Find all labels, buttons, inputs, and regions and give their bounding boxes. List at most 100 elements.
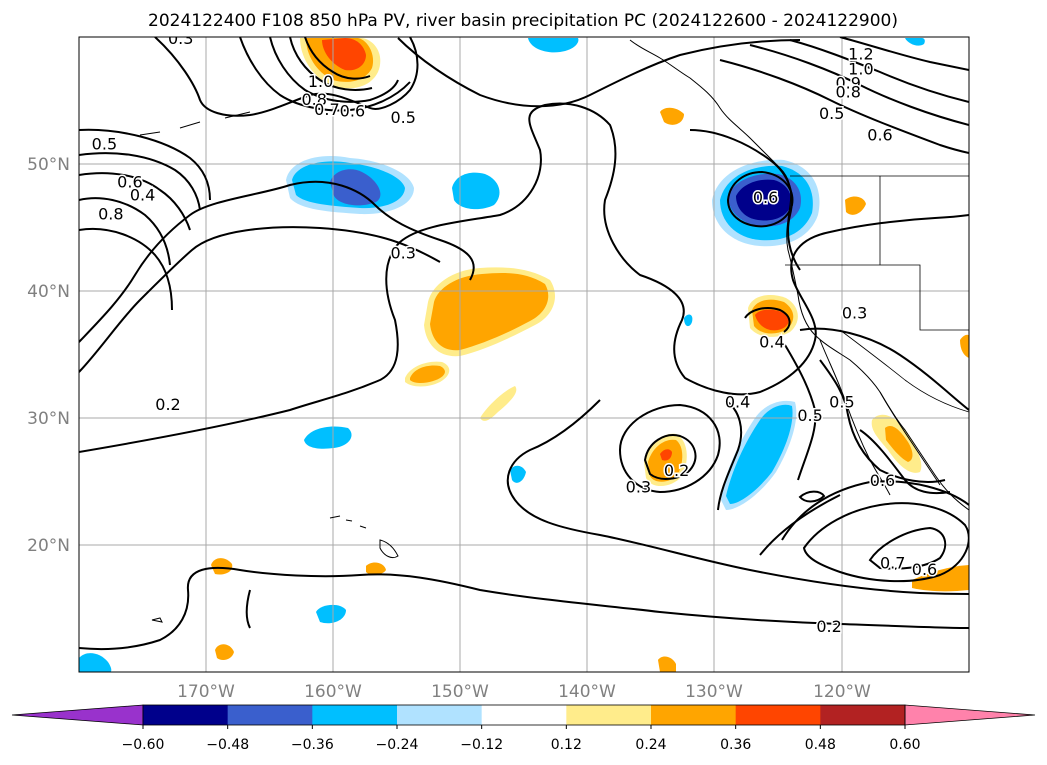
colorbar-segment: [566, 705, 652, 725]
colorbar-tick-label: −0.36: [291, 737, 334, 753]
contour-label: 1.0: [308, 72, 333, 91]
contour-label: 1.0: [848, 60, 873, 79]
contour-0.3-main: [79, 102, 969, 453]
contour-label: 0.5: [390, 108, 415, 127]
colorbar-segment: [312, 705, 398, 725]
contour-0.3-south: [506, 399, 969, 595]
contour-label: 0.5: [92, 135, 117, 154]
graticule: [79, 37, 969, 672]
contour-0.6-southeast: [802, 502, 969, 583]
small-island: [151, 617, 163, 623]
colorbar-frame: [142, 704, 906, 726]
shade-positive-east-edge: [960, 334, 969, 358]
contour-0.2-closed: [643, 434, 697, 480]
contour-0.8-west: [79, 152, 201, 211]
shade-negative-tiny: [510, 465, 526, 483]
us-state-borders: [785, 264, 969, 331]
coastlines: [139, 39, 969, 623]
shade-positive-southwest-small: [215, 644, 234, 660]
contour-label: 0.3: [842, 303, 867, 322]
lon-label-140w: 140°W: [558, 682, 616, 702]
lon-label-170w: 170°W: [177, 682, 235, 702]
shade-negative-band: [726, 404, 793, 504]
contour-label: 0.3: [626, 477, 651, 496]
contour-0.6-east: [719, 59, 969, 154]
colorbar-segment: [820, 705, 906, 725]
contour-0.8-east: [749, 44, 969, 126]
contour-label: 0.5: [819, 104, 844, 123]
contour-label: 0.8: [835, 82, 860, 101]
contour-0.3-north: [79, 180, 475, 343]
map-title: 2024122400 F108 850 hPa PV, river basin …: [148, 11, 898, 31]
lat-label-40n: 40°N: [27, 282, 70, 302]
us-mexico-border: [839, 329, 969, 413]
contour-label: 0.3: [390, 244, 415, 263]
map-panel: [79, 37, 969, 672]
contour-0.5-coast: [689, 129, 801, 271]
contour-0.4-california: [744, 307, 791, 333]
shade-positive-bottom: [658, 656, 676, 672]
colorbar-tick-label: 0.48: [805, 737, 836, 753]
shade-negative-corner: [79, 653, 112, 672]
lat-label-30n: 30°N: [27, 409, 70, 429]
shade-positive-hawaii-small: [366, 562, 386, 575]
contour-label: 0.8: [301, 90, 326, 109]
shade-positive-california-core: [755, 309, 789, 331]
hawaiian-islands: [329, 515, 399, 559]
gulf-of-california-coast: [879, 391, 941, 486]
contour-label: 0.6: [912, 560, 937, 579]
colorbar: −0.60 −0.48 −0.36 −0.24 −0.12 0.12 0.24 0.36 0.4…: [11, 704, 1036, 753]
contour-label: 0.6: [340, 101, 365, 120]
contour-0.4-offshore: [717, 399, 743, 511]
contour-label: 0.4: [759, 333, 784, 352]
colorbar-segment: [397, 705, 483, 725]
contour-0.4-southeast: [759, 494, 841, 556]
contour-label: 0.4: [130, 185, 155, 204]
contour-1.0-west: [79, 128, 211, 201]
contour-0.6-alaska: [289, 37, 373, 91]
contour-label: 0.2: [664, 461, 689, 480]
lon-label-130w: 130°W: [685, 682, 743, 702]
contour-label: 0.8: [98, 204, 123, 223]
contour-1.0-east: [789, 39, 969, 103]
baja-california-coastline: [819, 339, 891, 496]
contour-label: 0.2: [816, 617, 841, 636]
contour-label: 0.7: [314, 100, 339, 119]
shade-negative-pnw-core: [736, 179, 792, 221]
colorbar-tick-label: 0.60: [889, 737, 920, 753]
contour-label: 0.7: [880, 554, 905, 573]
contour-label: 0.6: [753, 188, 778, 207]
colorbar-tick-label: 0.12: [551, 737, 582, 753]
contour-labels: 0.30.50.60.40.81.00.80.7 0.6 0.50.30.21.21…: [90, 37, 939, 638]
contour-0.6-pnw: [726, 170, 794, 228]
shade-negative-hawaii-north: [304, 426, 352, 449]
colorbar-segment: [735, 705, 821, 725]
contour-0.5-baja: [819, 359, 946, 483]
colorbar-extend-max: [904, 704, 1036, 726]
colorbar-extend-min: [11, 704, 144, 726]
contour-0.3-closed: [618, 403, 721, 494]
contour-0.8-alaska: [304, 37, 371, 80]
contour-0.3-alaska: [154, 37, 419, 117]
lat-label-50n: 50°N: [27, 155, 70, 175]
contour-1.2-east: [839, 37, 969, 71]
shade-negative-top: [528, 38, 579, 53]
shade-positive-subtropical-core: [660, 449, 672, 461]
colorbar-tick-label: 0.24: [635, 737, 666, 753]
shade-positive-streak: [480, 386, 517, 421]
contour-label: 0.6: [867, 126, 892, 145]
aleutian-islands: [139, 111, 251, 136]
contour-0.4-west: [79, 228, 173, 311]
contour-small-closed: [798, 490, 826, 503]
contour-0.7-southeast: [868, 526, 947, 570]
contour-0.5-north: [397, 37, 801, 108]
contour-label: 0.9: [835, 74, 860, 93]
shade-negative-central-core: [330, 169, 381, 206]
shade-negative-south-small: [316, 604, 346, 624]
shade-negative-small: [452, 172, 500, 210]
shade-positive-gulf-alaska: [660, 107, 684, 125]
colorbar-tick-label: −0.48: [206, 737, 249, 753]
contour-0.5-alaska: [269, 37, 399, 103]
lon-label-160w: 160°W: [304, 682, 362, 702]
